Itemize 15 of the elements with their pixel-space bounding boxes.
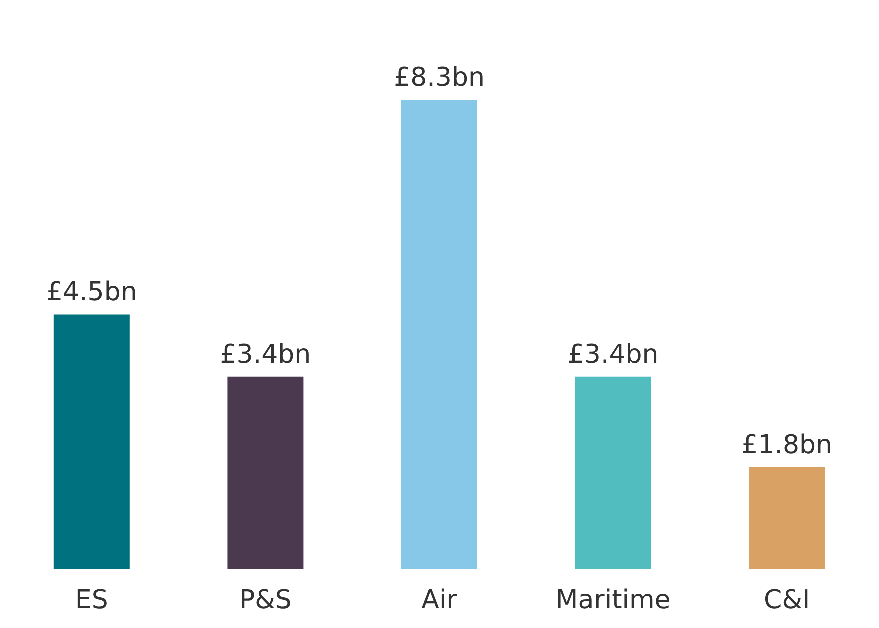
- data-label: £1.8bn: [742, 430, 833, 460]
- bar: [575, 376, 652, 569]
- bar: [54, 314, 130, 569]
- data-label: £8.3bn: [394, 63, 485, 93]
- bar: [402, 100, 478, 569]
- data-label: £3.4bn: [220, 340, 312, 370]
- bar: [228, 376, 304, 569]
- bar: [749, 467, 826, 569]
- x-tick-label: C&I: [764, 586, 810, 616]
- x-tick-label: Maritime: [556, 586, 671, 616]
- x-tick-label: P&S: [239, 586, 292, 616]
- data-label: £4.5bn: [46, 278, 138, 308]
- x-tick-label: Air: [422, 586, 458, 616]
- data-label: £3.4bn: [568, 340, 659, 370]
- x-tick-label: ES: [75, 586, 108, 616]
